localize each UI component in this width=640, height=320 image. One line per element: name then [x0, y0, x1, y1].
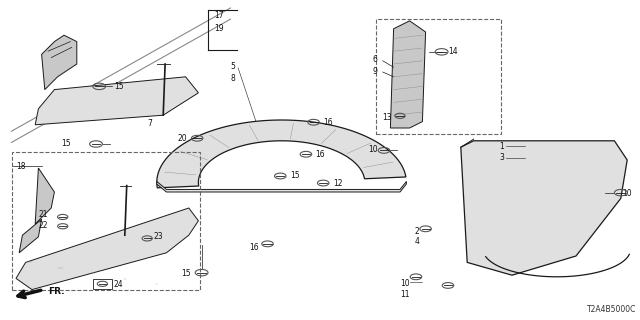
Polygon shape [19, 219, 42, 253]
Text: T2A4B5000C: T2A4B5000C [588, 305, 637, 314]
Polygon shape [390, 21, 426, 128]
Text: 16: 16 [323, 118, 333, 127]
Text: 16: 16 [250, 244, 259, 252]
Text: 23: 23 [154, 232, 163, 241]
Polygon shape [35, 168, 54, 224]
Text: 1: 1 [500, 142, 504, 151]
Text: 15: 15 [114, 82, 124, 91]
Bar [12, 152, 200, 290]
Text: FR.: FR. [48, 287, 65, 296]
Text: 4: 4 [414, 237, 419, 246]
Text: 15: 15 [181, 269, 191, 278]
Text: 24: 24 [114, 280, 124, 289]
Text: 12: 12 [333, 179, 342, 188]
Text: 21: 21 [38, 210, 48, 219]
Text: 13: 13 [382, 113, 392, 122]
Text: 22: 22 [38, 221, 48, 230]
Text: 15: 15 [61, 140, 70, 148]
Bar [93, 279, 112, 289]
Text: 3: 3 [499, 153, 504, 162]
Text: 17: 17 [214, 11, 224, 20]
Text: 10: 10 [368, 145, 378, 154]
Polygon shape [157, 120, 406, 188]
Text: 18: 18 [16, 162, 26, 171]
Polygon shape [16, 208, 198, 290]
Text: 11: 11 [400, 290, 410, 299]
Text: 7: 7 [147, 119, 152, 128]
Bar [376, 19, 501, 134]
Polygon shape [35, 77, 198, 125]
Text: 15: 15 [290, 172, 300, 180]
Polygon shape [157, 181, 406, 192]
Text: 5: 5 [230, 62, 236, 71]
Text: 14: 14 [448, 47, 458, 56]
Text: 8: 8 [231, 74, 236, 83]
Text: 9: 9 [372, 67, 378, 76]
Text: 10: 10 [622, 189, 632, 198]
Polygon shape [461, 141, 627, 275]
Text: 16: 16 [316, 150, 325, 159]
Text: 19: 19 [214, 24, 224, 33]
Polygon shape [42, 35, 77, 90]
Text: 20: 20 [178, 134, 188, 143]
Text: 10: 10 [400, 279, 410, 288]
Text: 6: 6 [372, 55, 378, 64]
Text: 2: 2 [415, 228, 419, 236]
